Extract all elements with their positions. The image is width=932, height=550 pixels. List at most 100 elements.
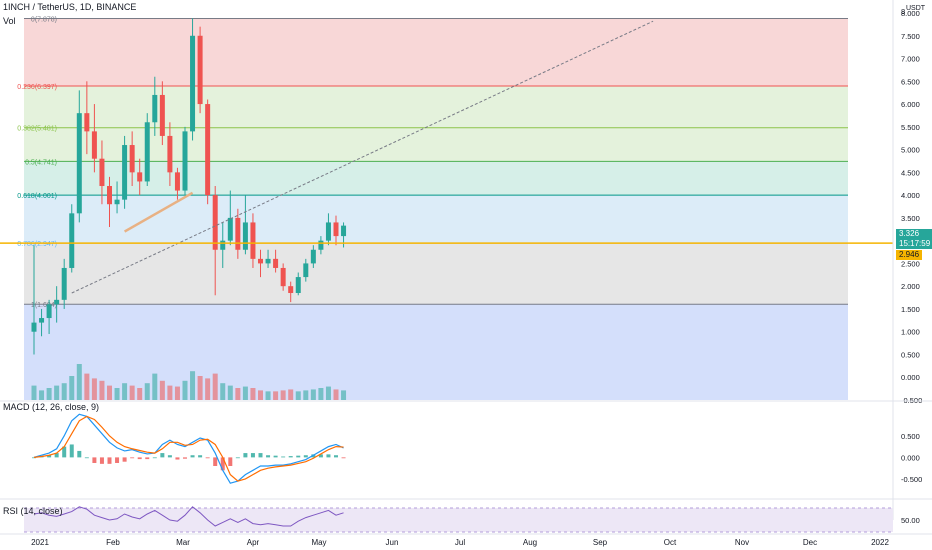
macd-histogram-bar <box>250 453 255 458</box>
support-trendline <box>123 191 194 233</box>
volume-bar <box>129 385 135 400</box>
macd-histogram-bar <box>273 455 278 458</box>
macd-tick-label: -0.500 <box>901 475 922 484</box>
volume-bar <box>325 386 331 400</box>
price-tick-label: 5.000 <box>901 146 920 155</box>
macd-histogram-bar <box>296 455 301 458</box>
level-price-tag: 2.946 <box>896 250 923 260</box>
fib-level-label: 0.382(5.481) <box>17 126 57 133</box>
candle-body <box>174 172 180 191</box>
volume-bar <box>310 389 316 400</box>
volume-bar <box>39 390 45 400</box>
volume-bar <box>258 390 263 400</box>
macd-histogram-bar <box>152 457 157 459</box>
volume-bar <box>144 383 150 400</box>
candle-body <box>46 304 52 319</box>
time-tick-label: Feb <box>106 538 120 547</box>
volume-bar <box>303 390 309 400</box>
candle-body <box>325 222 331 241</box>
price-tick-label: 6.500 <box>901 77 920 86</box>
candle-body <box>295 277 301 294</box>
current-price-tag: 3.326 15:17:59 <box>896 229 932 249</box>
candle-body <box>235 217 241 250</box>
candle-body <box>91 131 97 159</box>
volume-bars <box>31 364 347 400</box>
candle-body <box>190 35 196 132</box>
price-tick-label: 2.500 <box>901 259 920 268</box>
rsi-band <box>24 508 893 532</box>
rsi-line <box>33 506 344 527</box>
macd-histogram-bar <box>54 453 59 458</box>
candle-body <box>212 195 218 250</box>
candle-body <box>167 135 173 173</box>
volume-bar <box>99 380 105 400</box>
macd-histogram-bar <box>92 457 97 463</box>
macd-histogram-bar <box>175 457 180 460</box>
fib-zone <box>24 195 848 244</box>
fib-zone <box>24 243 848 305</box>
candle-body <box>39 318 45 323</box>
macd-histogram-bar <box>318 454 323 458</box>
candle-body <box>288 286 294 294</box>
time-tick-label: Sep <box>593 538 608 547</box>
rsi-tick-label: 50.00 <box>901 516 920 525</box>
price-tick-label: 8 <box>901 7 905 16</box>
time-axis[interactable]: 2021 Feb Mar Apr May Jun Jul Aug Sep Oct Nov Dec 202… <box>0 533 932 547</box>
macd-histogram-bar <box>137 457 142 460</box>
current-price: 3.326 <box>899 229 920 238</box>
candle-body <box>99 158 105 187</box>
price-tick-label: 3.500 <box>901 214 920 223</box>
volume-bar <box>91 378 97 400</box>
macd-histogram-bar <box>258 453 263 458</box>
price-tick-label: 1.000 <box>901 328 920 337</box>
candle-body <box>129 145 135 173</box>
time-tick-label: Oct <box>664 538 677 547</box>
macd-histogram-bar <box>281 456 286 458</box>
drawing-annotations[interactable] <box>0 20 893 294</box>
macd-tick-label: 0.500 <box>901 432 920 441</box>
macd-histogram-bar <box>205 457 210 459</box>
time-tick-label: Apr <box>247 538 260 547</box>
price-tick-label: 7.500 <box>901 32 920 41</box>
macd-histogram-bar <box>190 455 195 458</box>
currency-label: USDT <box>906 5 926 12</box>
price-tick-label: 0.500 <box>901 350 920 359</box>
candle-body <box>318 240 324 250</box>
volume-bar <box>205 378 211 400</box>
volume-bar <box>333 389 339 400</box>
fib-level-label: 0.618(4.001) <box>17 193 57 200</box>
volume-bar <box>227 385 233 400</box>
time-tick-label: 2022 <box>871 538 889 547</box>
price-axis[interactable]: 88.000 7.500 7.000 6.500 6.000 5.500 5.000 4.50… <box>892 0 922 520</box>
rsi-pane: 50.00 <box>0 498 932 533</box>
macd-histogram-bar <box>183 457 187 459</box>
candle-body <box>227 217 233 241</box>
volume-bar <box>197 376 203 400</box>
time-tick-label: Mar <box>176 538 190 547</box>
volume-bar <box>273 391 279 400</box>
fib-zone <box>24 18 848 86</box>
volume-bar <box>212 373 218 400</box>
volume-bar <box>122 383 128 400</box>
time-tick-label: Dec <box>803 538 817 547</box>
macd-histogram-bar <box>334 455 338 458</box>
macd-histogram-bar <box>167 455 172 458</box>
volume-bar <box>152 373 158 400</box>
macd-histogram-bar <box>130 457 135 459</box>
candle-body <box>144 122 150 182</box>
price-tick-label: 0.000 <box>901 373 920 382</box>
candle-body <box>333 222 339 237</box>
volume-bar <box>190 371 196 400</box>
macd-label: MACD (12, 26, close, 9) <box>3 402 100 412</box>
macd-histogram-bar <box>326 454 331 458</box>
candle-body <box>84 113 90 132</box>
candle-body <box>242 222 248 250</box>
macd-histogram-bar <box>341 457 346 459</box>
volume-bar <box>174 386 180 400</box>
fibonacci-retracement[interactable]: 0(7.878) 0.236(6.397) 0.382(5.481) 0.5(4.74… <box>17 17 848 400</box>
countdown-timer: 15:17:59 <box>899 239 931 248</box>
volume-bar <box>295 391 301 400</box>
price-tick-label: 8.000 <box>901 9 920 18</box>
price-tick-label: 2.000 <box>901 282 920 291</box>
